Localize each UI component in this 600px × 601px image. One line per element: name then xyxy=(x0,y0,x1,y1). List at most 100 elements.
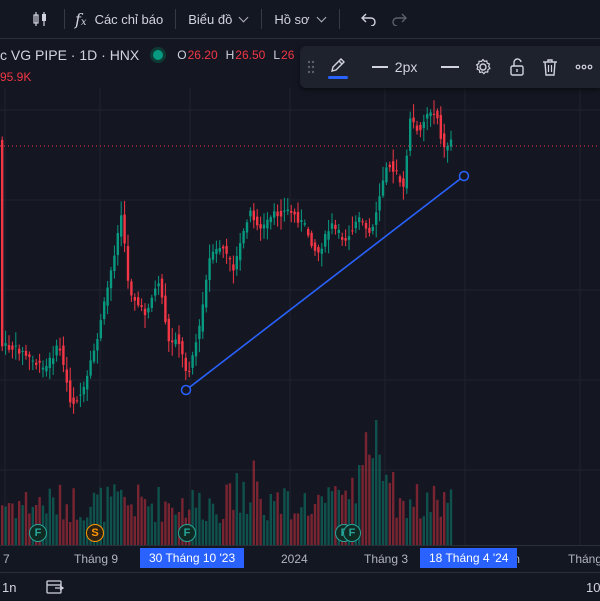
interval-button[interactable]: 1n xyxy=(2,579,17,595)
volume-bar xyxy=(208,498,211,545)
time-axis[interactable]: 7 Tháng 9 30 Tháng 10 '23 2024 Tháng 3 m… xyxy=(0,545,600,572)
redo-button[interactable] xyxy=(384,0,414,38)
candle-body xyxy=(174,339,177,345)
volume-bar xyxy=(259,498,262,545)
profile-menu-button[interactable]: Hồ sơ xyxy=(274,0,327,38)
candle-body xyxy=(341,237,344,240)
candle-body xyxy=(279,210,283,217)
volume-bar xyxy=(191,489,194,545)
volume-bar xyxy=(395,517,398,545)
trend-line-end-handle[interactable] xyxy=(458,170,470,182)
time-axis-highlight-start: 30 Tháng 10 '23 xyxy=(140,548,245,568)
volume-bar xyxy=(279,513,283,545)
trend-line[interactable] xyxy=(185,175,465,391)
volume-bar xyxy=(194,507,198,545)
volume-bar xyxy=(211,503,215,545)
candle-body xyxy=(140,305,143,307)
volume-bar xyxy=(347,499,351,545)
volume-bar xyxy=(364,432,368,545)
volume-bar xyxy=(55,514,58,545)
volume-bar xyxy=(300,507,303,545)
lock-button[interactable] xyxy=(501,46,533,88)
candle-body xyxy=(167,318,170,342)
candle-body xyxy=(55,345,58,356)
volume-bar xyxy=(62,519,65,545)
more-button[interactable] xyxy=(568,46,600,88)
volume-bars xyxy=(1,420,453,545)
candle-body xyxy=(89,360,92,376)
candle-body xyxy=(35,362,38,365)
candle-body xyxy=(28,354,31,357)
volume-bar xyxy=(160,521,164,545)
volume-bar xyxy=(337,489,340,545)
indicators-button[interactable]: fx Các chỉ báo xyxy=(71,0,163,38)
candle-body xyxy=(130,281,133,296)
volume-bar xyxy=(310,513,313,545)
candle-body xyxy=(351,230,354,232)
volume-bar xyxy=(375,420,378,545)
candle-body xyxy=(205,279,208,308)
candle-body xyxy=(320,248,323,254)
volume-bar xyxy=(266,520,269,545)
settings-button[interactable] xyxy=(466,46,500,88)
price-chart[interactable] xyxy=(0,88,600,545)
line-style-button[interactable] xyxy=(434,46,466,88)
low-value: 26 xyxy=(281,48,295,62)
volume-bar xyxy=(317,494,320,545)
volume-bar xyxy=(150,503,153,545)
event-badge-f[interactable]: F xyxy=(29,524,47,542)
volume-bar xyxy=(313,504,317,545)
candle-body xyxy=(375,212,378,225)
candle-body xyxy=(300,220,303,222)
volume-bar xyxy=(126,505,130,545)
candle-body xyxy=(324,233,327,247)
volume-bar xyxy=(201,519,204,545)
candle-body xyxy=(228,258,232,260)
volume-bar xyxy=(143,499,147,545)
chart-grid xyxy=(0,88,600,545)
volume-bar xyxy=(439,516,442,545)
candle-body xyxy=(18,348,21,354)
candle-body xyxy=(58,348,62,351)
candle-body xyxy=(154,288,157,296)
candle-body xyxy=(194,342,198,357)
event-badge-f[interactable]: F xyxy=(343,524,361,542)
candle-body xyxy=(137,297,140,306)
candle-body xyxy=(269,217,272,223)
volume-bar xyxy=(443,492,446,545)
toolbar-separator xyxy=(261,9,263,29)
chart-menu-button[interactable]: Biểu đồ xyxy=(188,0,249,38)
volume-bar xyxy=(154,521,157,545)
candle-body xyxy=(24,350,28,356)
candle-body xyxy=(395,170,398,172)
candle-body xyxy=(218,248,221,252)
candles-button[interactable] xyxy=(22,0,58,38)
candle-body xyxy=(381,180,385,196)
drag-handle[interactable] xyxy=(300,46,321,88)
volume-bar xyxy=(106,486,109,545)
volume-bar xyxy=(130,504,133,545)
chevron-down-icon xyxy=(316,12,327,23)
volume-bar xyxy=(137,484,140,545)
delete-button[interactable] xyxy=(533,46,567,88)
line-color-button[interactable] xyxy=(321,46,355,88)
candle-body xyxy=(371,226,374,231)
compare-button[interactable] xyxy=(46,579,65,595)
undo-button[interactable] xyxy=(354,0,384,38)
undo-icon xyxy=(360,13,376,26)
toolbar-separator xyxy=(338,9,340,29)
candle-body xyxy=(86,375,89,390)
symbol-title[interactable]: c VG PIPE · 1D · HNX xyxy=(0,47,140,63)
line-width-button[interactable]: 2px xyxy=(355,46,433,88)
candle-body xyxy=(327,231,330,240)
candle-body xyxy=(106,287,109,306)
volume-bar xyxy=(92,492,96,545)
volume-bar xyxy=(242,481,245,545)
time-axis-label: 7 xyxy=(3,552,10,566)
event-badge-s[interactable]: S xyxy=(86,524,104,542)
volume-bar xyxy=(412,506,415,545)
volume-bar xyxy=(157,486,160,545)
trend-line-start-handle[interactable] xyxy=(180,384,192,396)
event-badge-f[interactable]: F xyxy=(178,524,196,542)
volume-bar xyxy=(388,482,391,545)
